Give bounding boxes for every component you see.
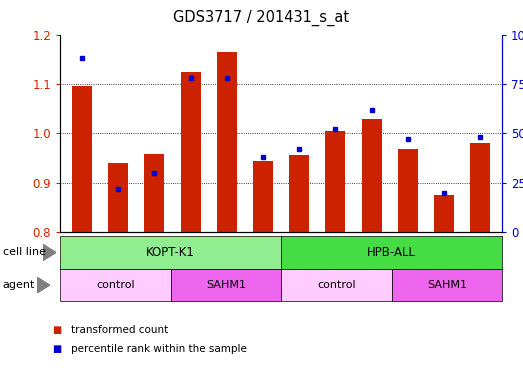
Text: ■: ■ (52, 325, 62, 335)
Text: HPB-ALL: HPB-ALL (367, 246, 416, 259)
Bar (289, 155, 309, 232)
Text: percentile rank within the sample: percentile rank within the sample (71, 344, 246, 354)
Polygon shape (37, 277, 50, 293)
Bar (470, 143, 490, 232)
Bar (253, 161, 273, 232)
Text: ■: ■ (52, 344, 62, 354)
Text: SAHM1: SAHM1 (427, 280, 467, 290)
Bar (434, 195, 454, 232)
Bar (144, 154, 164, 232)
Bar (398, 149, 418, 232)
Bar (108, 163, 128, 232)
Bar (72, 86, 92, 232)
Text: control: control (96, 280, 135, 290)
Text: cell line: cell line (3, 247, 46, 258)
Bar (217, 52, 237, 232)
Bar (325, 131, 345, 232)
Bar (362, 119, 382, 232)
Text: agent: agent (3, 280, 35, 290)
Polygon shape (43, 244, 56, 261)
Text: control: control (317, 280, 356, 290)
Text: GDS3717 / 201431_s_at: GDS3717 / 201431_s_at (174, 10, 349, 26)
Text: transformed count: transformed count (71, 325, 168, 335)
Text: KOPT-K1: KOPT-K1 (146, 246, 195, 259)
Bar (180, 72, 200, 232)
Text: SAHM1: SAHM1 (206, 280, 246, 290)
